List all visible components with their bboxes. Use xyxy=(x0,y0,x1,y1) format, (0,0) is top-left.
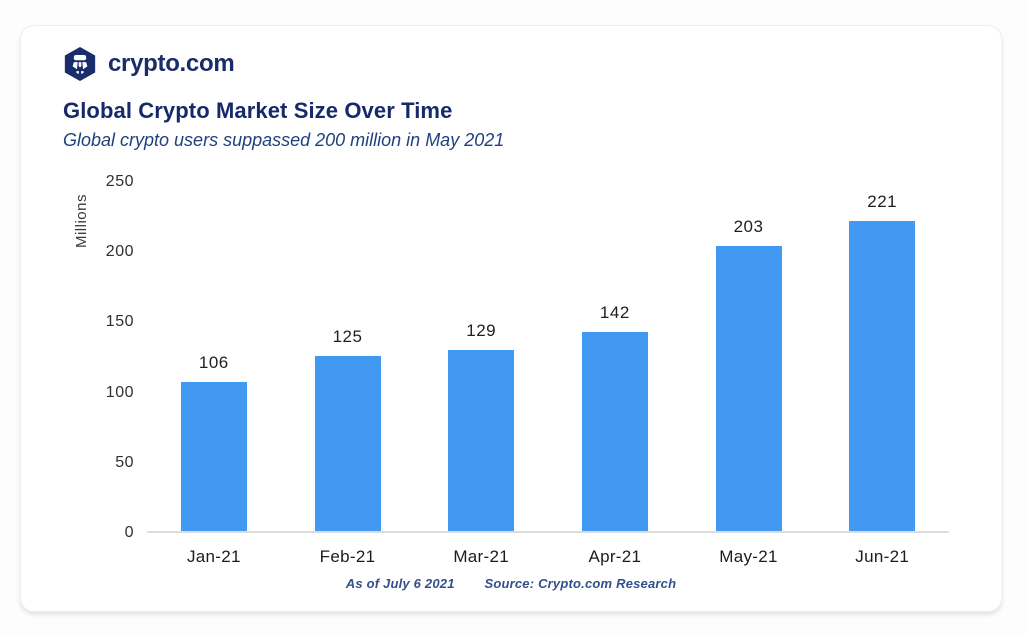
x-axis-label: Jun-21 xyxy=(855,547,910,566)
x-axis-label: Feb-21 xyxy=(319,547,376,566)
bar-group: 221 Jun-21 xyxy=(815,182,949,566)
crypto-com-logo-icon xyxy=(64,46,96,82)
chart-footer: As of July 6 2021 Source: Crypto.com Res… xyxy=(21,576,1001,591)
y-axis-tick-label: 0 xyxy=(124,524,134,541)
plot-area: 106 Jan-21 125 Feb-21 129 Mar-21 142 Apr-21 203 M… xyxy=(147,182,949,566)
source-credit: Source: Crypto.com Research xyxy=(484,576,677,591)
x-axis-label: Apr-21 xyxy=(588,547,642,566)
x-axis-label: May-21 xyxy=(719,547,778,566)
chart-card: crypto.com Global Crypto Market Size Ove… xyxy=(20,25,1002,612)
x-axis-label: Jan-21 xyxy=(186,547,241,566)
bar-value-label: 203 xyxy=(733,217,764,236)
y-axis-tick-label: 50 xyxy=(115,453,134,471)
bar-group: 203 May-21 xyxy=(682,182,816,566)
y-axis-ticks: 0 50 100 150 200 250 xyxy=(21,173,134,541)
as-of-date: As of July 6 2021 xyxy=(345,576,455,591)
bar xyxy=(849,220,916,531)
brand-header: crypto.com xyxy=(63,46,1001,82)
y-axis-tick-label: 200 xyxy=(105,243,134,261)
bar xyxy=(180,382,247,531)
bar-value-label: 129 xyxy=(466,320,497,340)
bar xyxy=(715,246,782,531)
brand-name: crypto.com xyxy=(108,50,235,77)
chart-title: Global Crypto Market Size Over Time xyxy=(63,98,453,123)
y-axis-tick-label: 150 xyxy=(105,313,134,331)
y-axis-tick-label: 100 xyxy=(105,383,134,401)
bar-chart: Millions 0 50 100 150 200 250 106 Jan-21 125 Feb… xyxy=(21,173,949,566)
bar-group: 142 Apr-21 xyxy=(548,182,682,566)
bar-value-label: 142 xyxy=(599,302,630,322)
y-axis-tick-label: 250 xyxy=(105,173,134,190)
bar xyxy=(448,349,515,531)
bar xyxy=(581,331,648,531)
bar xyxy=(314,355,381,531)
bar-value-label: 125 xyxy=(332,326,363,346)
x-axis-label: Mar-21 xyxy=(453,547,509,566)
bar-group: 106 Jan-21 xyxy=(147,182,281,566)
bar-value-label: 221 xyxy=(867,191,898,211)
bar-value-label: 106 xyxy=(198,353,229,373)
bar-group: 125 Feb-21 xyxy=(281,182,415,566)
bar-group: 129 Mar-21 xyxy=(414,182,548,566)
chart-subtitle: Global crypto users suppassed 200 millio… xyxy=(63,130,505,150)
